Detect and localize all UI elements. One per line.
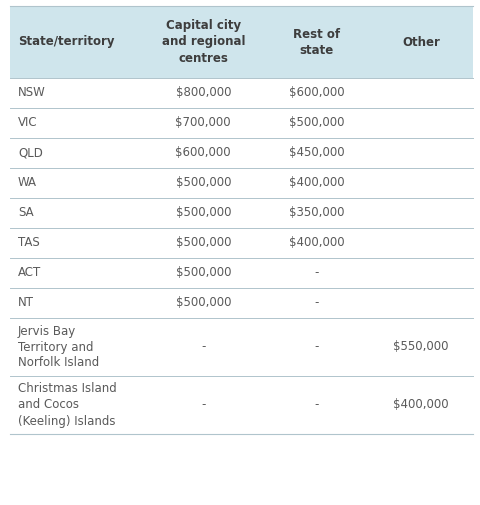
- Bar: [10, 6, 472, 78]
- Text: $400,000: $400,000: [288, 177, 344, 189]
- Text: Rest of
state: Rest of state: [293, 27, 339, 57]
- Bar: [10, 258, 472, 288]
- Text: $700,000: $700,000: [175, 117, 230, 129]
- Text: $500,000: $500,000: [175, 207, 230, 220]
- Text: VIC: VIC: [18, 117, 37, 129]
- Text: $800,000: $800,000: [175, 86, 230, 99]
- Text: State/territory: State/territory: [18, 35, 114, 48]
- Text: WA: WA: [18, 177, 37, 189]
- Text: -: -: [314, 340, 318, 353]
- Text: $400,000: $400,000: [288, 236, 344, 249]
- Text: $500,000: $500,000: [175, 177, 230, 189]
- Bar: [10, 288, 472, 318]
- Text: -: -: [314, 267, 318, 279]
- Text: $350,000: $350,000: [288, 207, 344, 220]
- Text: $600,000: $600,000: [175, 146, 230, 160]
- Text: Jervis Bay
Territory and
Norfolk Island: Jervis Bay Territory and Norfolk Island: [18, 325, 99, 370]
- Text: TAS: TAS: [18, 236, 40, 249]
- Bar: [10, 168, 472, 198]
- Text: $600,000: $600,000: [288, 86, 344, 99]
- Text: -: -: [314, 398, 318, 412]
- Text: -: -: [201, 340, 205, 353]
- Bar: [10, 228, 472, 258]
- Text: $450,000: $450,000: [288, 146, 344, 160]
- Text: NT: NT: [18, 296, 34, 310]
- Text: $400,000: $400,000: [392, 398, 448, 412]
- Text: QLD: QLD: [18, 146, 43, 160]
- Text: NSW: NSW: [18, 86, 46, 99]
- Text: $500,000: $500,000: [175, 267, 230, 279]
- Text: Capital city
and regional
centres: Capital city and regional centres: [161, 20, 244, 65]
- Bar: [10, 318, 472, 376]
- Text: $550,000: $550,000: [392, 340, 448, 353]
- Text: $500,000: $500,000: [288, 117, 344, 129]
- Text: Christmas Island
and Cocos
(Keeling) Islands: Christmas Island and Cocos (Keeling) Isl…: [18, 382, 117, 428]
- Text: SA: SA: [18, 207, 34, 220]
- Text: -: -: [201, 398, 205, 412]
- Text: Other: Other: [401, 35, 439, 48]
- Bar: [10, 376, 472, 434]
- Bar: [10, 138, 472, 168]
- Text: ACT: ACT: [18, 267, 41, 279]
- Bar: [10, 78, 472, 108]
- Text: -: -: [314, 296, 318, 310]
- Text: $500,000: $500,000: [175, 296, 230, 310]
- Text: $500,000: $500,000: [175, 236, 230, 249]
- Bar: [10, 108, 472, 138]
- Bar: [10, 198, 472, 228]
